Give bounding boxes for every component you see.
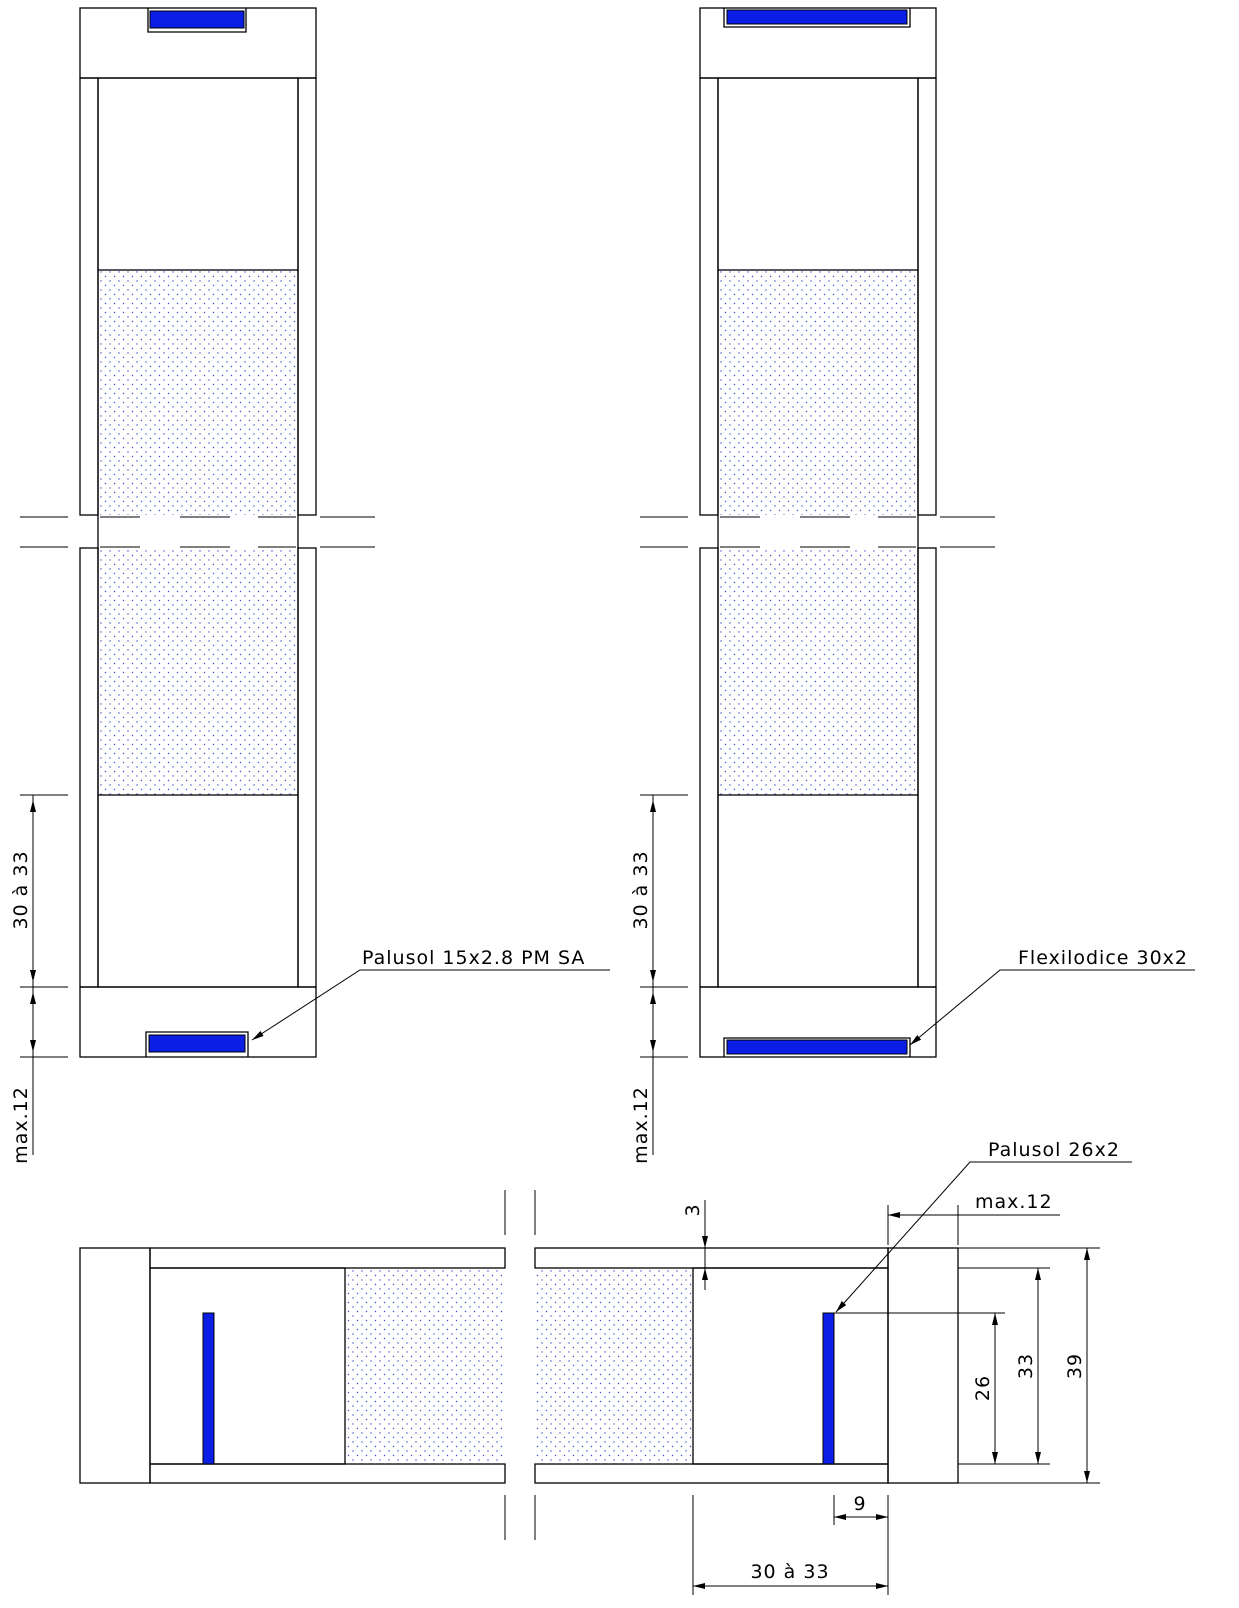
dimension: max.12	[10, 1086, 32, 1164]
dimension: 39	[1064, 1353, 1086, 1379]
dimension: 33	[1015, 1353, 1037, 1379]
elevation: 30 à 33 max.12 Palusol 15x2.8 PM SA	[10, 7, 610, 1164]
dimension: 30 à 33	[630, 850, 652, 929]
callout: Palusol 15x2.8 PM SA	[362, 947, 585, 969]
dimension: max.12	[630, 1086, 652, 1164]
callout: Flexilodice 30x2	[1018, 947, 1188, 969]
dimension: 30 à 33	[10, 850, 32, 929]
dimension: 30 à 33	[750, 1561, 829, 1583]
section: 3 max.12 26 33 39 9 30 à 33 Palusol 26x2	[79, 1139, 1132, 1595]
callout: Palusol 26x2	[988, 1139, 1120, 1161]
dimension: 9	[853, 1493, 866, 1515]
elevation: 30 à 33 max.12 Flexilodice 30x2	[630, 7, 1195, 1164]
dimension: 3	[682, 1203, 704, 1216]
dimension: 26	[972, 1375, 994, 1401]
dimension: max.12	[975, 1191, 1053, 1213]
